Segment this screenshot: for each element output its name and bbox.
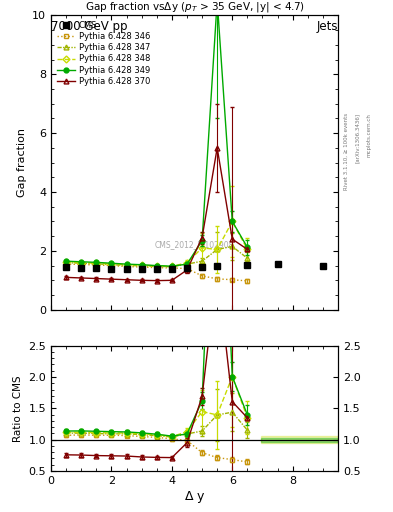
- Bar: [261, 438, 338, 441]
- Text: 7000 GeV pp: 7000 GeV pp: [51, 20, 128, 33]
- Y-axis label: Ratio to CMS: Ratio to CMS: [13, 375, 23, 442]
- Text: Rivet 3.1.10, ≥ 100k events: Rivet 3.1.10, ≥ 100k events: [343, 113, 348, 190]
- Legend: CMS, Pythia 6.428 346, Pythia 6.428 347, Pythia 6.428 348, Pythia 6.428 349, Pyt: CMS, Pythia 6.428 346, Pythia 6.428 347,…: [55, 19, 152, 87]
- Bar: [261, 436, 338, 443]
- Y-axis label: Gap fraction: Gap fraction: [17, 128, 27, 197]
- Text: CMS_2012_I1102908: CMS_2012_I1102908: [155, 241, 234, 249]
- X-axis label: $\Delta$ y: $\Delta$ y: [184, 488, 205, 505]
- Text: [arXiv:1306.3436]: [arXiv:1306.3436]: [355, 113, 360, 163]
- Title: Gap fraction vs$\Delta$y ($p_T$ > 35 GeV, |y| < 4.7): Gap fraction vs$\Delta$y ($p_T$ > 35 GeV…: [84, 1, 305, 14]
- Text: mcplots.cern.ch: mcplots.cern.ch: [367, 113, 372, 157]
- Text: Jets: Jets: [316, 20, 338, 33]
